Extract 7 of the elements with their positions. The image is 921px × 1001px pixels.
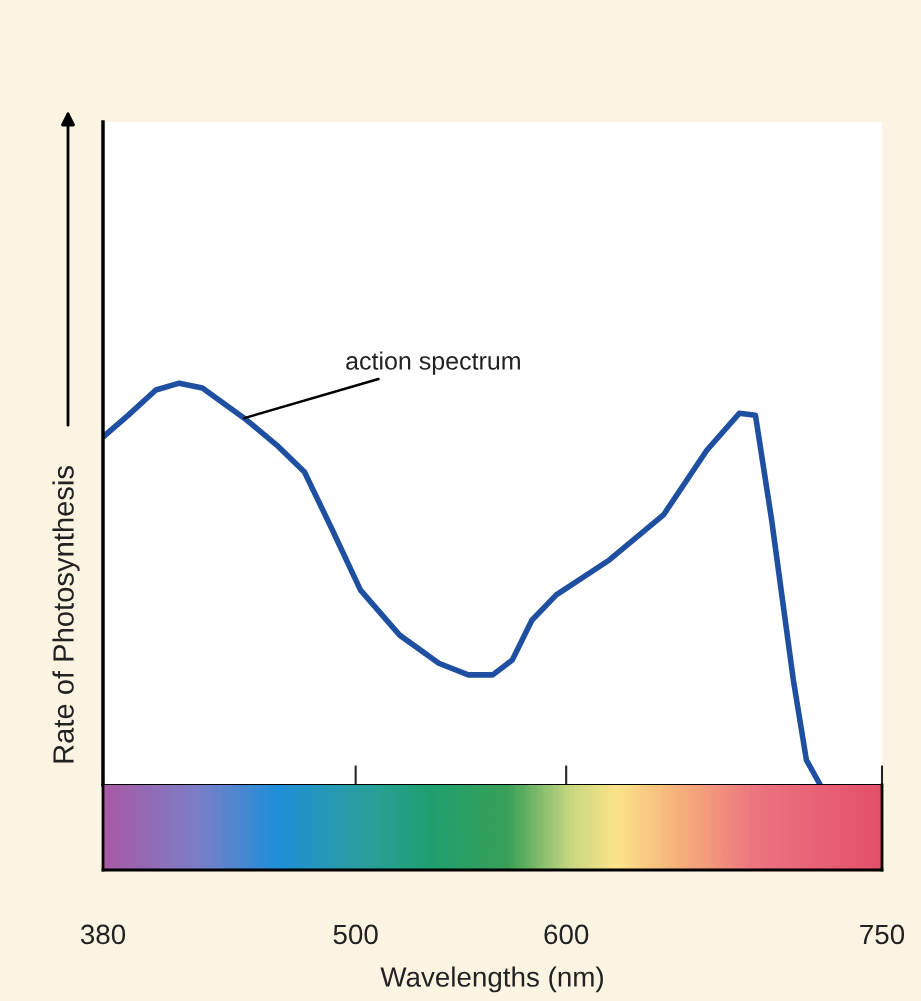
annotation: action spectrum [346, 351, 520, 375]
x-tick-label: 500 [333, 924, 378, 945]
x-tick-label: 600 [544, 924, 589, 945]
x-tick-label: 750 [860, 924, 905, 945]
x-axis-title: Wavelengths (nm) [380, 966, 603, 993]
x-tick-label: 380 [80, 924, 126, 945]
y-axis-title: Rate of Photosynthesis [52, 466, 80, 763]
